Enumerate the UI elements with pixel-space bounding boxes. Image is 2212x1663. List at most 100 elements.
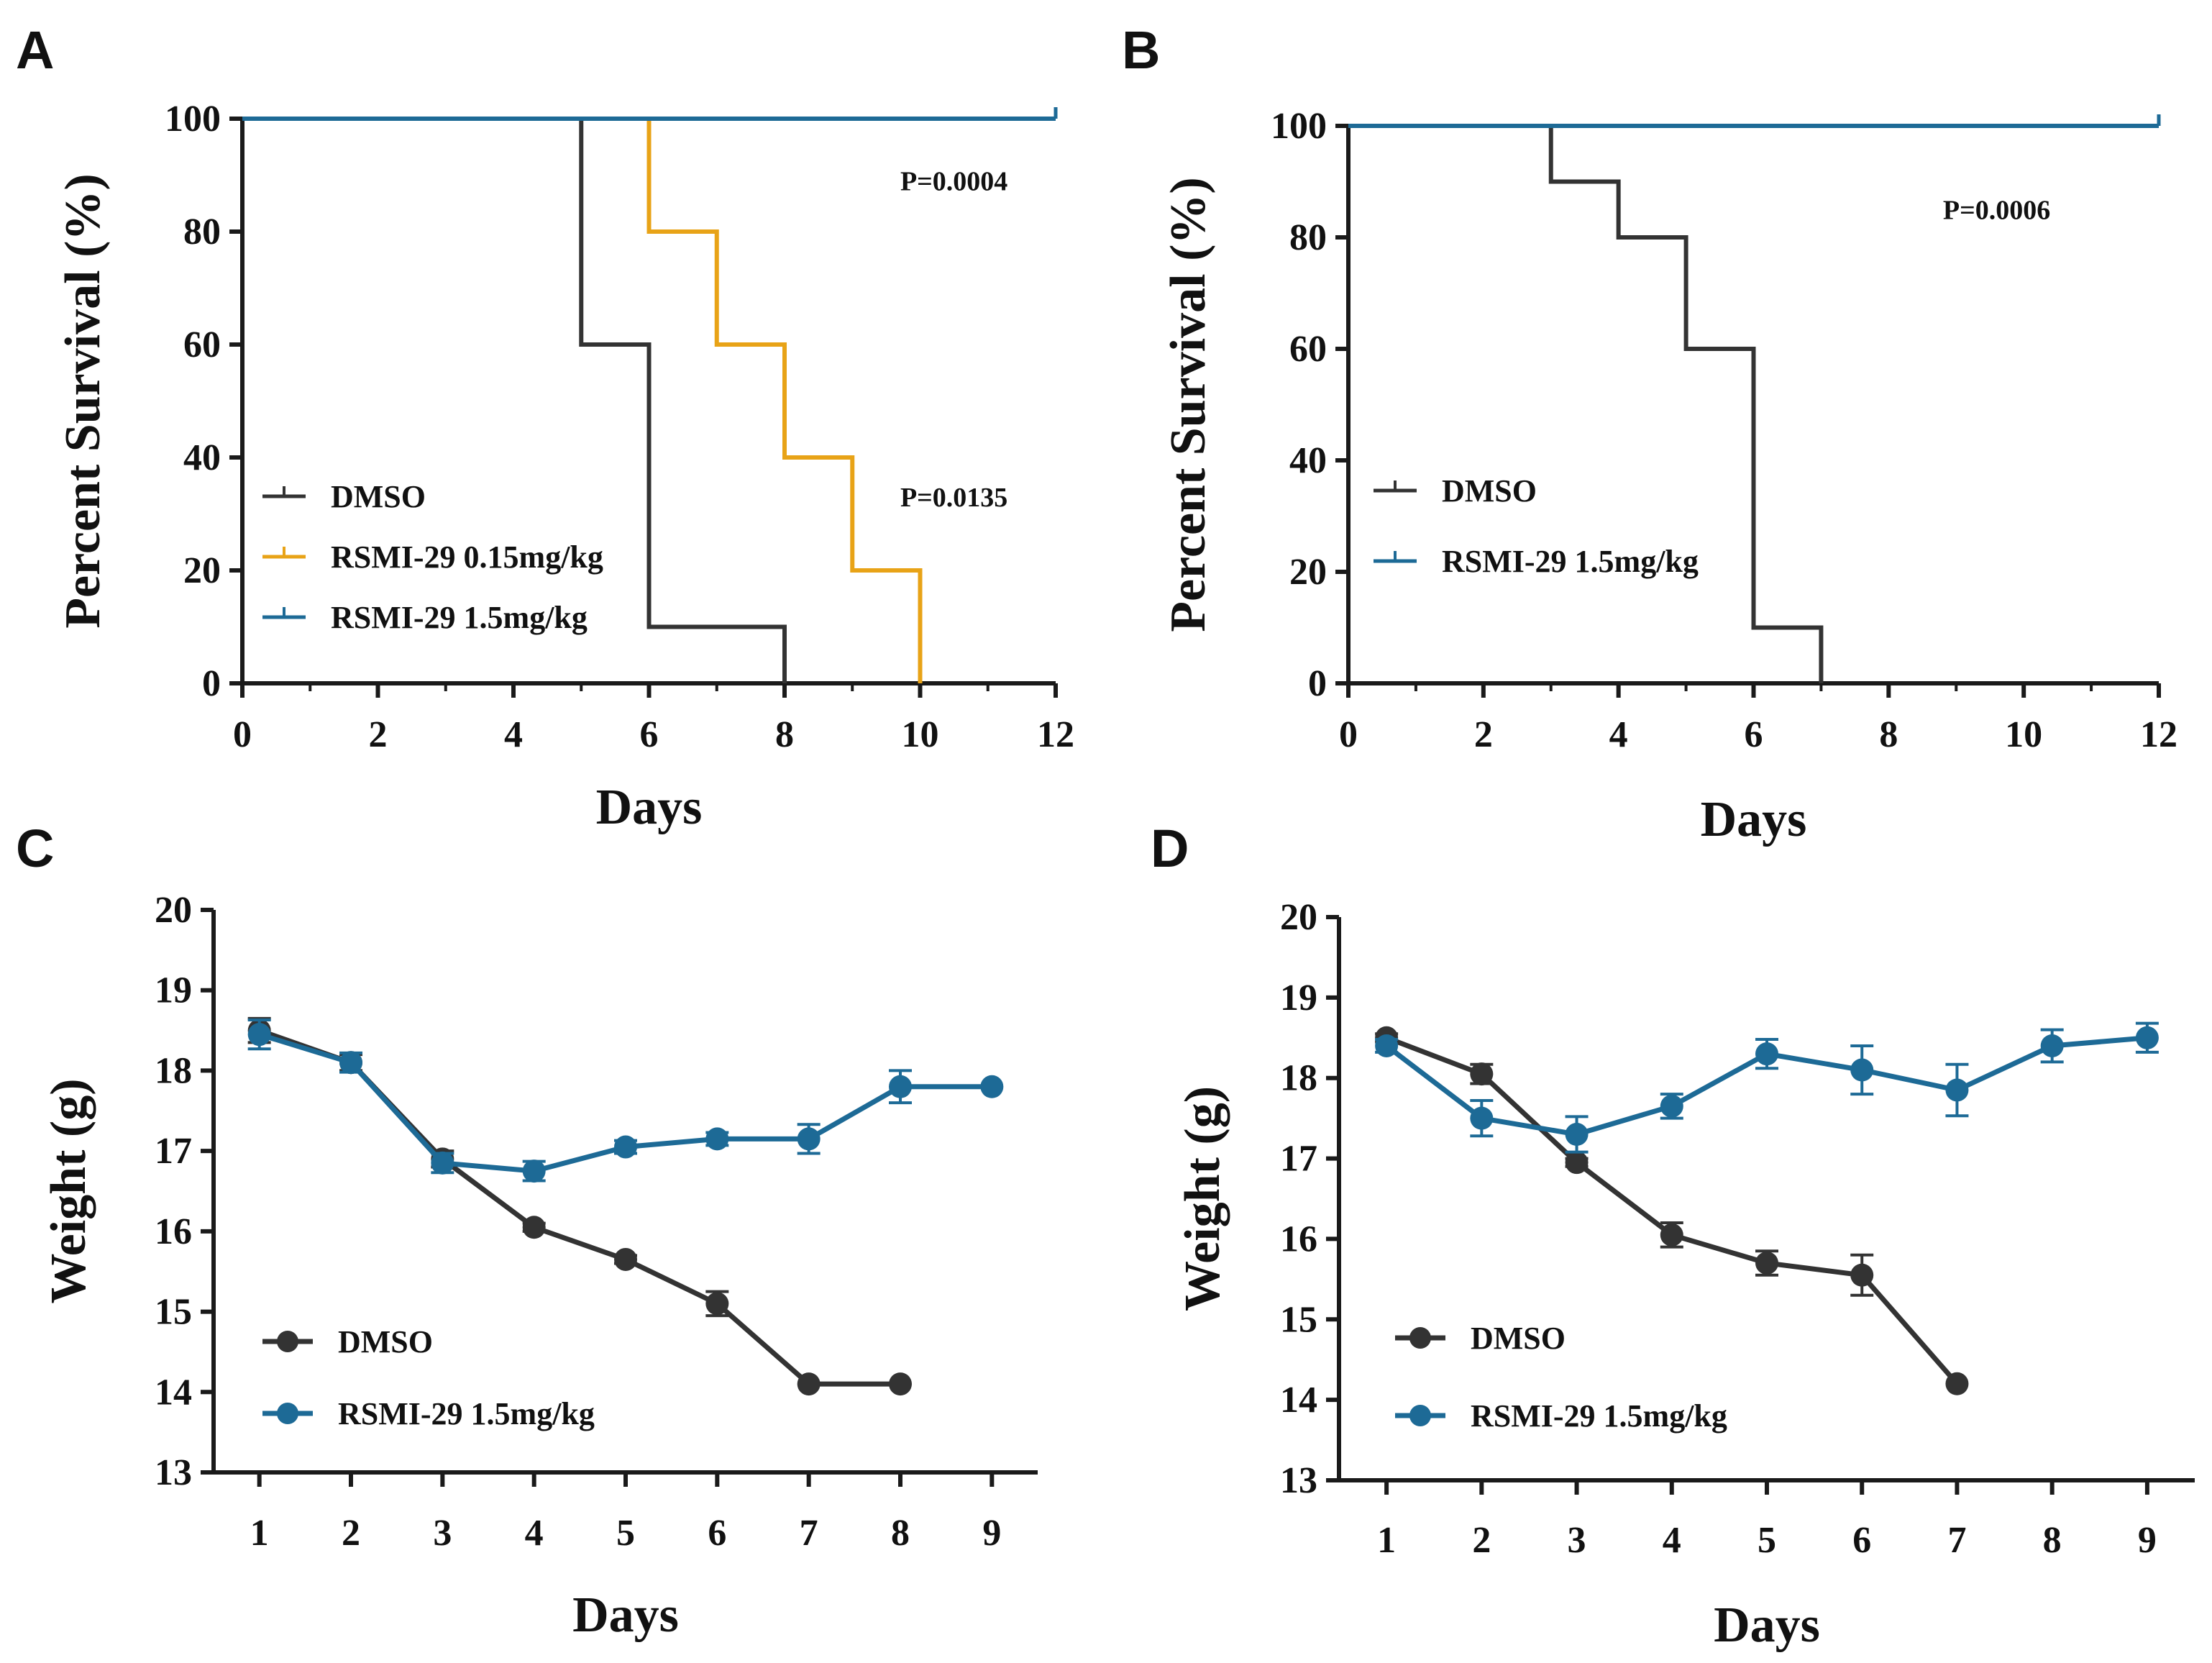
y-axis-title: Percent Survival (%) bbox=[1161, 177, 1216, 632]
y-axis-title: Weight (g) bbox=[1175, 1086, 1230, 1311]
y-tick-label: 0 bbox=[202, 663, 221, 704]
legend-marker bbox=[277, 1403, 298, 1424]
data-point bbox=[522, 1159, 546, 1183]
survival-step-line bbox=[242, 117, 787, 683]
y-tick-label: 80 bbox=[1289, 217, 1327, 258]
series-high bbox=[242, 107, 1058, 121]
x-tick-label: 7 bbox=[1947, 1520, 1966, 1561]
legend-item: RSMI-29 1.5mg/kg bbox=[1374, 544, 1699, 579]
x-tick-label: 2 bbox=[369, 714, 388, 755]
x-tick-label: 1 bbox=[1377, 1520, 1396, 1561]
y-tick-label: 17 bbox=[155, 1131, 192, 1172]
data-point bbox=[1850, 1058, 1874, 1082]
legend-item: DMSO bbox=[262, 479, 426, 514]
y-tick-label: 100 bbox=[165, 99, 221, 140]
data-point bbox=[1375, 1034, 1399, 1057]
x-tick-label: 2 bbox=[342, 1513, 360, 1554]
legend-item: DMSO bbox=[1395, 1321, 1566, 1356]
y-tick-label: 16 bbox=[155, 1211, 192, 1252]
legend-marker bbox=[277, 1331, 298, 1352]
x-axis-title: Days bbox=[572, 1587, 679, 1643]
legend-label: RSMI-29 1.5mg/kg bbox=[338, 1396, 595, 1431]
y-tick-label: 14 bbox=[1280, 1380, 1317, 1421]
x-tick-label: 5 bbox=[616, 1513, 635, 1554]
legend-label: DMSO bbox=[1442, 473, 1537, 509]
x-tick-label: 5 bbox=[1758, 1520, 1776, 1561]
panel-a: A 0 20 40 60 80 100 0 2 4 6 8 10 12 Days Percent Survi… bbox=[16, 20, 1074, 835]
panel-b: B 0 20 40 60 80 100 0 2 4 6 8 10 12 Days Percent Survi… bbox=[1122, 20, 2177, 847]
data-point bbox=[1660, 1094, 1683, 1118]
x-tick-label: 7 bbox=[800, 1513, 818, 1554]
x-tick-label: 3 bbox=[1568, 1520, 1586, 1561]
y-tick-label: 17 bbox=[1280, 1139, 1317, 1180]
y-axis-title: Weight (g) bbox=[41, 1078, 96, 1303]
x-tick-label: 12 bbox=[2140, 714, 2177, 755]
series-dmso bbox=[242, 117, 787, 683]
survival-step-line bbox=[1348, 124, 1824, 683]
legend-item: DMSO bbox=[262, 1324, 433, 1359]
series-dmso bbox=[1375, 1026, 1969, 1395]
data-point bbox=[797, 1372, 821, 1396]
y-tick-label: 20 bbox=[183, 550, 221, 591]
x-tick-label: 6 bbox=[1852, 1520, 1871, 1561]
y-tick-label: 15 bbox=[1280, 1299, 1317, 1340]
y-tick-label: 16 bbox=[1280, 1218, 1317, 1259]
data-point bbox=[614, 1247, 637, 1271]
y-tick-label: 20 bbox=[155, 890, 192, 931]
x-tick-label: 8 bbox=[2043, 1520, 2062, 1561]
legend-label: RSMI-29 1.5mg/kg bbox=[1442, 544, 1699, 579]
data-point bbox=[1755, 1042, 1778, 1066]
y-tick-label: 13 bbox=[155, 1452, 192, 1493]
x-tick-label: 10 bbox=[902, 714, 939, 755]
x-tick-label: 4 bbox=[1663, 1520, 1681, 1561]
x-tick-label: 6 bbox=[640, 714, 659, 755]
x-tick-label: 9 bbox=[982, 1513, 1001, 1554]
data-point bbox=[705, 1127, 729, 1151]
y-tick-label: 19 bbox=[155, 970, 192, 1011]
p-value-annotation: P=0.0006 bbox=[1943, 195, 2050, 225]
data-point bbox=[522, 1216, 546, 1239]
legend-item: RSMI-29 1.5mg/kg bbox=[262, 1396, 595, 1431]
panel-d-label: D bbox=[1151, 819, 1189, 878]
legend-label: DMSO bbox=[331, 479, 426, 514]
legend-item: DMSO bbox=[1374, 473, 1537, 509]
data-point bbox=[2040, 1034, 2064, 1057]
y-tick-label: 80 bbox=[183, 211, 221, 252]
data-point bbox=[1945, 1078, 1969, 1102]
y-tick-label: 60 bbox=[1289, 329, 1327, 370]
data-point bbox=[1565, 1151, 1589, 1175]
x-tick-label: 4 bbox=[525, 1513, 544, 1554]
panel-d: D 13 14 15 16 17 18 19 20 1 2 3 4 5 6 7 8 9 Days Weight (g… bbox=[1151, 819, 2195, 1653]
y-tick-label: 13 bbox=[1280, 1460, 1317, 1501]
data-point bbox=[1470, 1106, 1494, 1130]
x-tick-label: 12 bbox=[1037, 714, 1074, 755]
x-tick-label: 0 bbox=[1339, 714, 1358, 755]
data-point bbox=[1945, 1372, 1969, 1395]
x-tick-label: 9 bbox=[2138, 1520, 2157, 1561]
data-point bbox=[1565, 1123, 1589, 1147]
legend-item: RSMI-29 0.15mg/kg bbox=[262, 539, 603, 575]
x-tick-label: 8 bbox=[1879, 714, 1898, 755]
p-value-annotation: P=0.0004 bbox=[900, 166, 1007, 196]
panel-b-label: B bbox=[1122, 20, 1160, 80]
x-tick-label: 0 bbox=[233, 714, 252, 755]
data-point bbox=[247, 1023, 271, 1047]
x-tick-label: 2 bbox=[1474, 714, 1493, 755]
data-point bbox=[1755, 1251, 1778, 1275]
x-tick-label: 10 bbox=[2005, 714, 2042, 755]
legend-marker bbox=[1409, 1327, 1431, 1349]
data-point bbox=[1470, 1062, 1494, 1086]
panel-c: C 13 14 15 16 17 18 19 20 1 2 3 4 5 6 7 8 9 Days Weight (g… bbox=[16, 819, 1038, 1643]
legend-item: RSMI-29 1.5mg/kg bbox=[262, 600, 588, 635]
legend-label: DMSO bbox=[1471, 1321, 1566, 1356]
x-axis-title: Days bbox=[596, 780, 703, 835]
x-axis-title: Days bbox=[1714, 1598, 1820, 1653]
y-tick-label: 20 bbox=[1289, 552, 1327, 593]
survival-step-line bbox=[242, 117, 923, 683]
panel-c-label: C bbox=[16, 819, 54, 878]
y-tick-label: 18 bbox=[1280, 1058, 1317, 1099]
y-tick-label: 40 bbox=[1289, 440, 1327, 481]
series-high bbox=[1348, 114, 2161, 128]
series-high bbox=[1375, 1021, 2159, 1154]
